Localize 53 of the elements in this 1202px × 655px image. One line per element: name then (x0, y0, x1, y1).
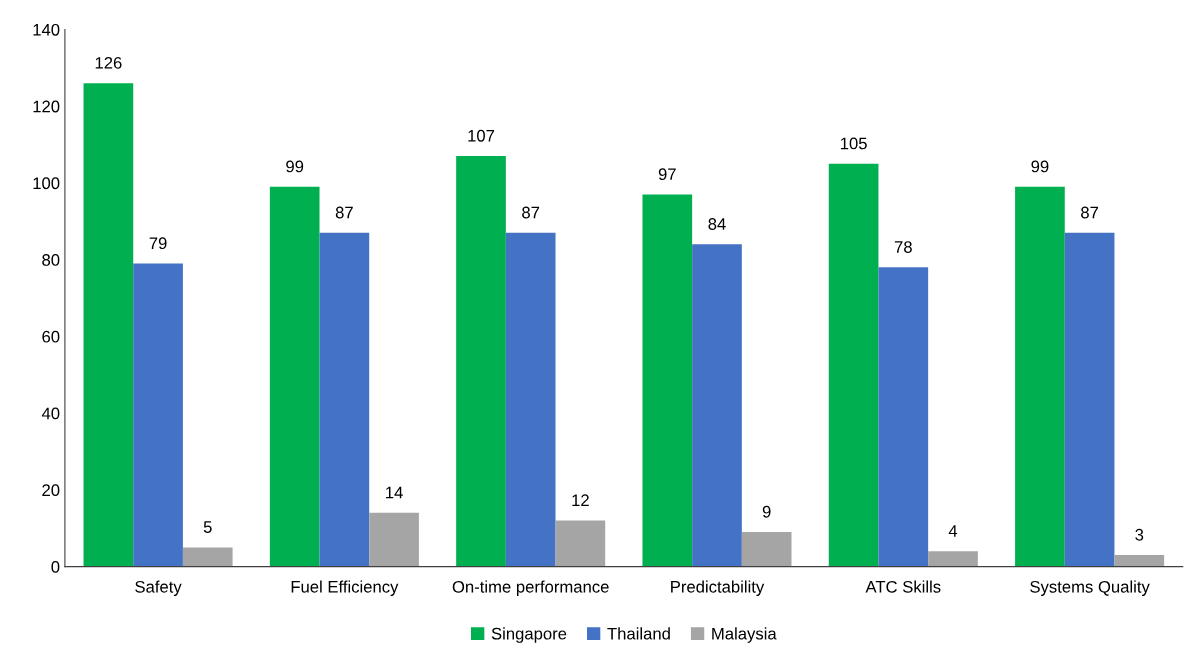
data-label: 97 (658, 168, 676, 181)
data-label: 105 (840, 137, 867, 150)
legend-label: Thailand (607, 627, 670, 640)
bar (741, 532, 792, 567)
y-tick-label: 100 (33, 177, 60, 190)
bar (319, 232, 370, 567)
data-label: 3 (1135, 528, 1144, 541)
bar (1114, 555, 1165, 567)
y-tick-label: 0 (51, 560, 60, 573)
bar (1015, 186, 1065, 567)
x-tick-label: Predictability (671, 580, 765, 596)
y-tick-label: 20 (42, 484, 60, 497)
data-label: 4 (948, 525, 958, 537)
bar (555, 520, 606, 567)
data-label: 87 (522, 206, 540, 219)
bar (369, 512, 419, 567)
data-label: 84 (708, 218, 726, 230)
data-label: 99 (286, 160, 304, 173)
x-tick-label: Systems Quality (1030, 580, 1150, 596)
data-label: 5 (203, 521, 212, 533)
bar (642, 194, 693, 567)
bar (928, 551, 978, 567)
bar (692, 244, 742, 567)
data-label: 99 (1031, 160, 1049, 173)
bar (133, 263, 183, 567)
x-tick-label: Fuel Efficiency (291, 580, 399, 596)
legend-label: Malaysia (712, 627, 777, 643)
bar (456, 156, 506, 567)
bar (83, 83, 134, 567)
bar (1064, 232, 1115, 567)
data-label: 87 (1081, 206, 1099, 219)
data-label: 107 (468, 129, 495, 142)
data-label: 126 (95, 56, 122, 69)
y-tick-label: 40 (41, 407, 60, 420)
bar (269, 186, 320, 567)
y-tick-label: 60 (42, 330, 60, 343)
bar (182, 547, 233, 567)
bar (828, 163, 879, 567)
data-label: 14 (386, 486, 403, 499)
y-tick-label: 80 (42, 254, 60, 266)
data-label: 9 (762, 505, 771, 518)
y-tick-label: 140 (33, 23, 60, 36)
data-label: 87 (335, 206, 353, 219)
bar (878, 267, 929, 567)
x-tick-label: Safety (135, 580, 182, 596)
data-label: 79 (149, 237, 167, 250)
data-label: 78 (894, 241, 912, 253)
legend-label: Singapore (491, 627, 567, 643)
bar (505, 232, 556, 567)
x-tick-label: On-time performance (452, 580, 609, 596)
x-tick-label: ATC Skills (865, 580, 941, 593)
data-label: 12 (572, 494, 589, 506)
y-tick-label: 120 (33, 100, 60, 113)
